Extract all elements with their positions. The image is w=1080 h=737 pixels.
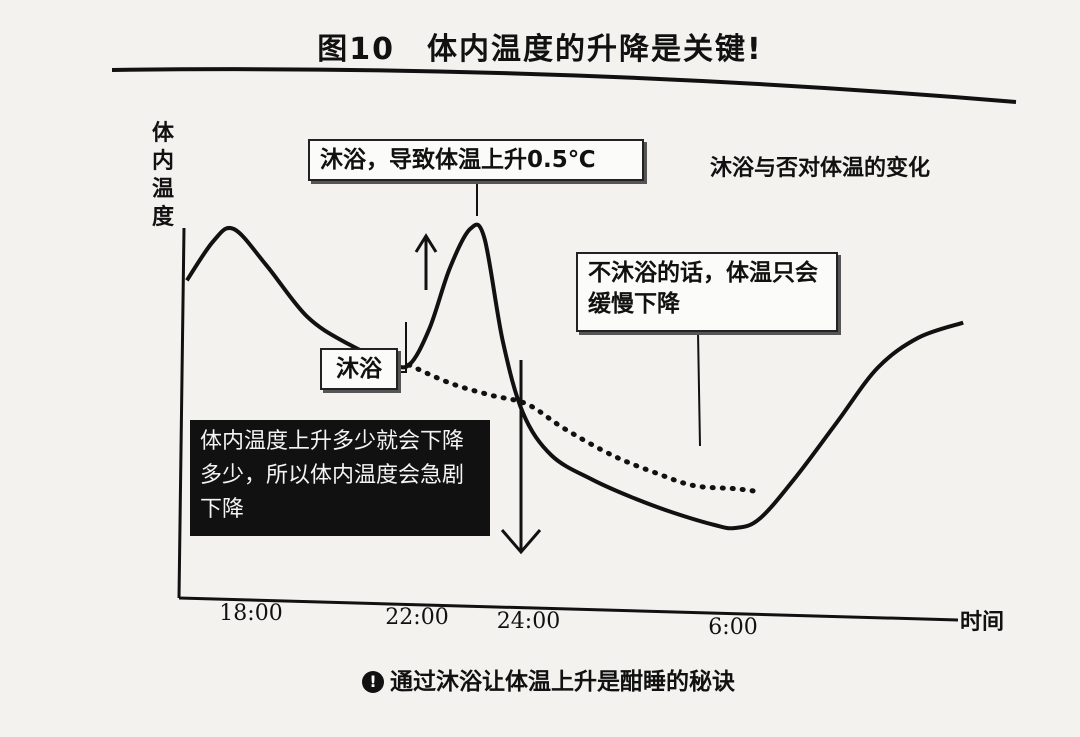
bath-temperature-line xyxy=(185,222,964,531)
up-arrow-icon xyxy=(414,233,438,290)
exclamation-circle-icon: ! xyxy=(362,671,384,693)
footer-text: 通过沐浴让体温上升是酣睡的秘诀 xyxy=(390,669,735,695)
x-tick-label: 18:00 xyxy=(219,601,282,626)
rise-callout: 沐浴，导致体温上升0.5℃ xyxy=(308,139,644,181)
x-tick-label: 24:00 xyxy=(497,609,560,634)
x-axis xyxy=(178,596,959,622)
no-bath-temperature-line xyxy=(406,362,762,495)
down-arrow-icon xyxy=(500,360,542,555)
no-bath-callout: 不沐浴的话，体温只会缓慢下降 xyxy=(576,252,838,332)
figure-title: 图10 体内温度的升降是关键! xyxy=(317,32,763,67)
title-underline xyxy=(111,67,1017,104)
y-axis xyxy=(177,227,186,599)
footer-note: ! 通过沐浴让体温上升是酣睡的秘诀 xyxy=(362,662,735,696)
no-bath-callout-leader xyxy=(697,331,701,447)
x-axis-label: 时间 xyxy=(960,610,1005,635)
bath-callout: 沐浴 xyxy=(320,348,398,390)
x-tick-label: 22:00 xyxy=(385,605,448,630)
y-axis-label-char: 体 xyxy=(151,121,174,146)
y-axis-label-char: 度 xyxy=(151,205,174,230)
x-tick-label: 6:00 xyxy=(708,615,757,640)
y-axis-label-char: 内 xyxy=(151,149,174,174)
bath-callout-leader xyxy=(398,322,407,373)
drop-explanation-box: 体内温度上升多少就会下降多少，所以体内温度会急剧下降 xyxy=(190,420,490,536)
y-axis-label-char: 温 xyxy=(151,177,174,202)
chart-subtitle: 沐浴与否对体温的变化 xyxy=(710,156,931,181)
y-axis-label: 体内温度 xyxy=(146,120,180,232)
